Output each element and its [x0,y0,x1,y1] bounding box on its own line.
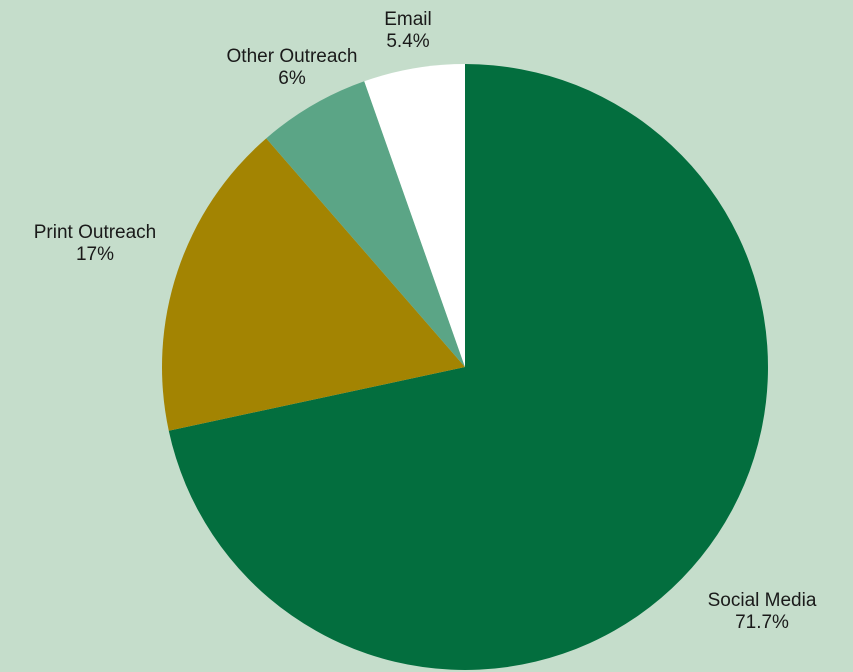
slice-label-other-outreach: Other Outreach [227,46,358,67]
slice-label-social-media: Social Media [708,590,817,611]
pie-slice-other-outreach [266,81,465,368]
pie-slice-social-media [168,64,768,670]
pie-slice-email [364,64,465,367]
slice-value-social-media: 71.7% [735,612,789,633]
slice-value-other-outreach: 6% [278,68,306,89]
slice-label-email: Email [384,9,432,30]
slice-value-email: 5.4% [386,31,429,52]
pie-slices [161,64,768,670]
pie-slice-print-outreach [161,138,465,431]
slice-label-print-outreach: Print Outreach [34,222,157,243]
slice-value-print-outreach: 17% [76,244,114,265]
